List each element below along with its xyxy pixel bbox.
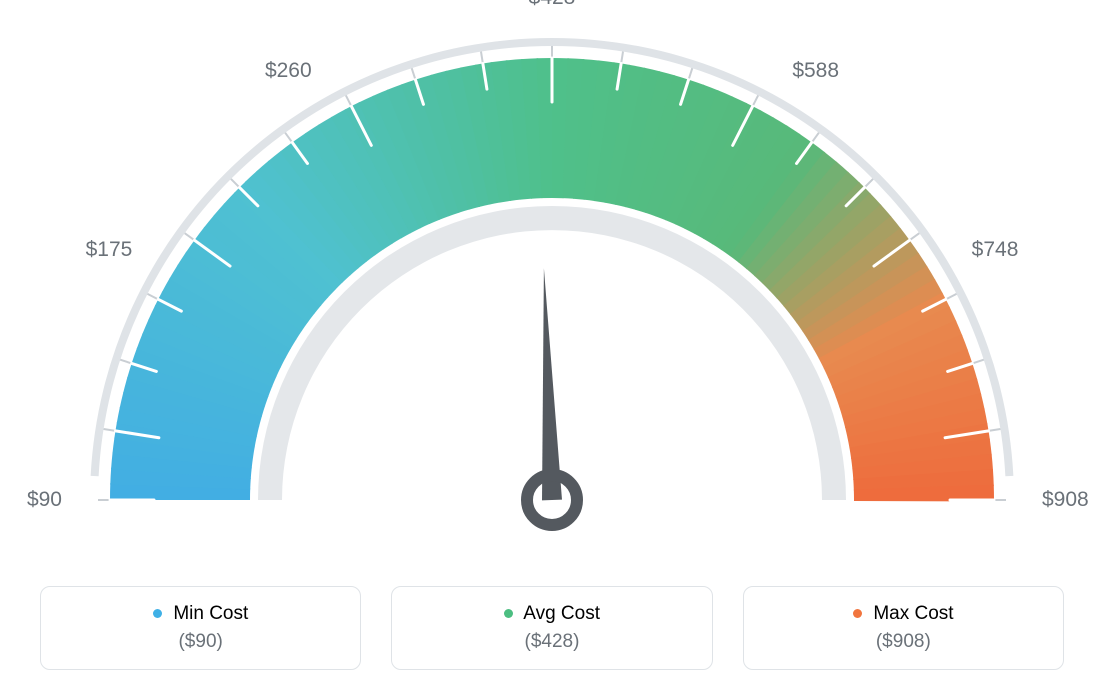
legend-title-avg: Avg Cost <box>400 603 703 625</box>
gauge-tick-label: $588 <box>792 59 839 83</box>
legend-value-min: ($90) <box>49 631 352 653</box>
legend-card-min: Min Cost ($90) <box>40 586 361 670</box>
legend-card-avg: Avg Cost ($428) <box>391 586 712 670</box>
legend-row: Min Cost ($90) Avg Cost ($428) Max Cost … <box>40 586 1064 670</box>
gauge-area: $90 $175 $260 $428 $588 $748 $908 <box>0 0 1104 560</box>
gauge-tick-label: $748 <box>972 238 1019 262</box>
legend-label-max: Max Cost <box>873 603 953 624</box>
gauge-tick-label: $908 <box>1042 488 1089 512</box>
gauge-tick-label: $175 <box>86 238 133 262</box>
legend-card-max: Max Cost ($908) <box>743 586 1064 670</box>
legend-dot-avg <box>504 609 513 618</box>
gauge-tick-label: $428 <box>529 0 576 10</box>
gauge-tick-label: $90 <box>27 488 62 512</box>
legend-value-avg: ($428) <box>400 631 703 653</box>
gauge-tick-label: $260 <box>265 59 312 83</box>
legend-title-max: Max Cost <box>752 603 1055 625</box>
legend-dot-min <box>153 609 162 618</box>
legend-title-min: Min Cost <box>49 603 352 625</box>
legend-dot-max <box>853 609 862 618</box>
gauge-svg <box>0 0 1104 560</box>
legend-label-min: Min Cost <box>173 603 248 624</box>
legend-value-max: ($908) <box>752 631 1055 653</box>
legend-label-avg: Avg Cost <box>523 603 600 624</box>
cost-gauge-chart: $90 $175 $260 $428 $588 $748 $908 Min Cost ($9… <box>0 0 1104 690</box>
